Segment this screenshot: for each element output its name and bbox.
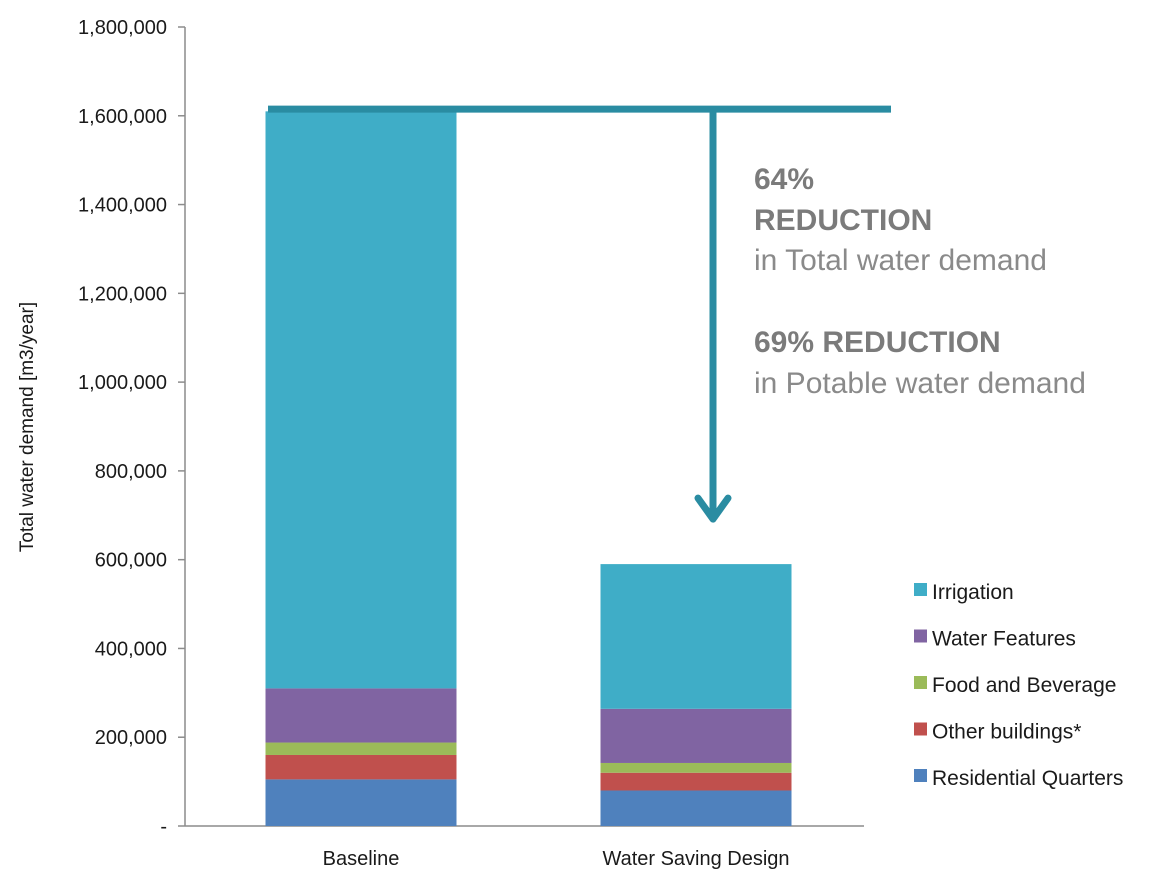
potable-reduction-heading: 69% REDUCTION bbox=[754, 326, 1001, 359]
x-category-label: Water Saving Design bbox=[602, 848, 789, 870]
total-reduction-word: REDUCTION bbox=[754, 204, 932, 237]
bar-segment bbox=[600, 564, 792, 709]
legend-swatch bbox=[914, 676, 927, 689]
bar-segment bbox=[265, 754, 457, 780]
bar-segment bbox=[600, 790, 792, 826]
y-tick-label: - bbox=[160, 816, 167, 838]
legend-label: Other buildings* bbox=[932, 721, 1081, 744]
bar-segment bbox=[265, 688, 457, 743]
legend-swatch bbox=[914, 629, 927, 643]
legend-swatch bbox=[914, 769, 927, 782]
legend-label: Food and Beverage bbox=[932, 674, 1116, 697]
y-tick-label: 800,000 bbox=[95, 461, 167, 483]
bar-segment bbox=[600, 762, 792, 773]
y-tick-label: 1,600,000 bbox=[78, 106, 167, 128]
potable-reduction-description: in Potable water demand bbox=[754, 367, 1086, 400]
bars-group bbox=[265, 111, 792, 826]
y-tick-label: 1,000,000 bbox=[78, 372, 167, 394]
legend-swatch bbox=[914, 583, 927, 596]
legend-swatch bbox=[914, 722, 927, 736]
legend: Irrigation Water Features Food and Beverag… bbox=[914, 581, 1123, 790]
reduction-arrow-head bbox=[694, 494, 732, 523]
x-category-label: Baseline bbox=[323, 848, 400, 870]
y-axis-ticks: - 200,000 400,000 600,000 800,000 1,000,000 1,… bbox=[78, 17, 185, 838]
total-reduction-description: in Total water demand bbox=[754, 244, 1047, 277]
y-tick-label: 200,000 bbox=[95, 727, 167, 749]
legend-label: Water Features bbox=[932, 628, 1076, 651]
y-tick-label: 1,800,000 bbox=[78, 17, 167, 39]
y-tick-label: 1,400,000 bbox=[78, 195, 167, 217]
legend-label: Irrigation bbox=[932, 581, 1014, 604]
plot-area: - 200,000 400,000 600,000 800,000 1,000,000 1,… bbox=[78, 17, 864, 870]
total-reduction-percent: 64% bbox=[754, 163, 814, 196]
bar-segment bbox=[600, 772, 792, 791]
bar-segment bbox=[265, 742, 457, 755]
y-tick-label: 400,000 bbox=[95, 638, 167, 660]
y-axis-title: Total water demand [m3/year] bbox=[17, 302, 38, 552]
reduction-marker bbox=[268, 105, 891, 523]
bar-segment bbox=[600, 708, 792, 763]
legend-label: Residential Quarters bbox=[932, 767, 1123, 790]
bar-segment bbox=[265, 111, 457, 689]
y-tick-label: 1,200,000 bbox=[78, 283, 167, 305]
x-axis-labels: Baseline Water Saving Design bbox=[323, 848, 790, 870]
bar-segment bbox=[265, 779, 457, 826]
y-tick-label: 600,000 bbox=[95, 550, 167, 572]
reduction-annotations: 64% REDUCTION in Total water demand 69% … bbox=[754, 163, 1086, 400]
